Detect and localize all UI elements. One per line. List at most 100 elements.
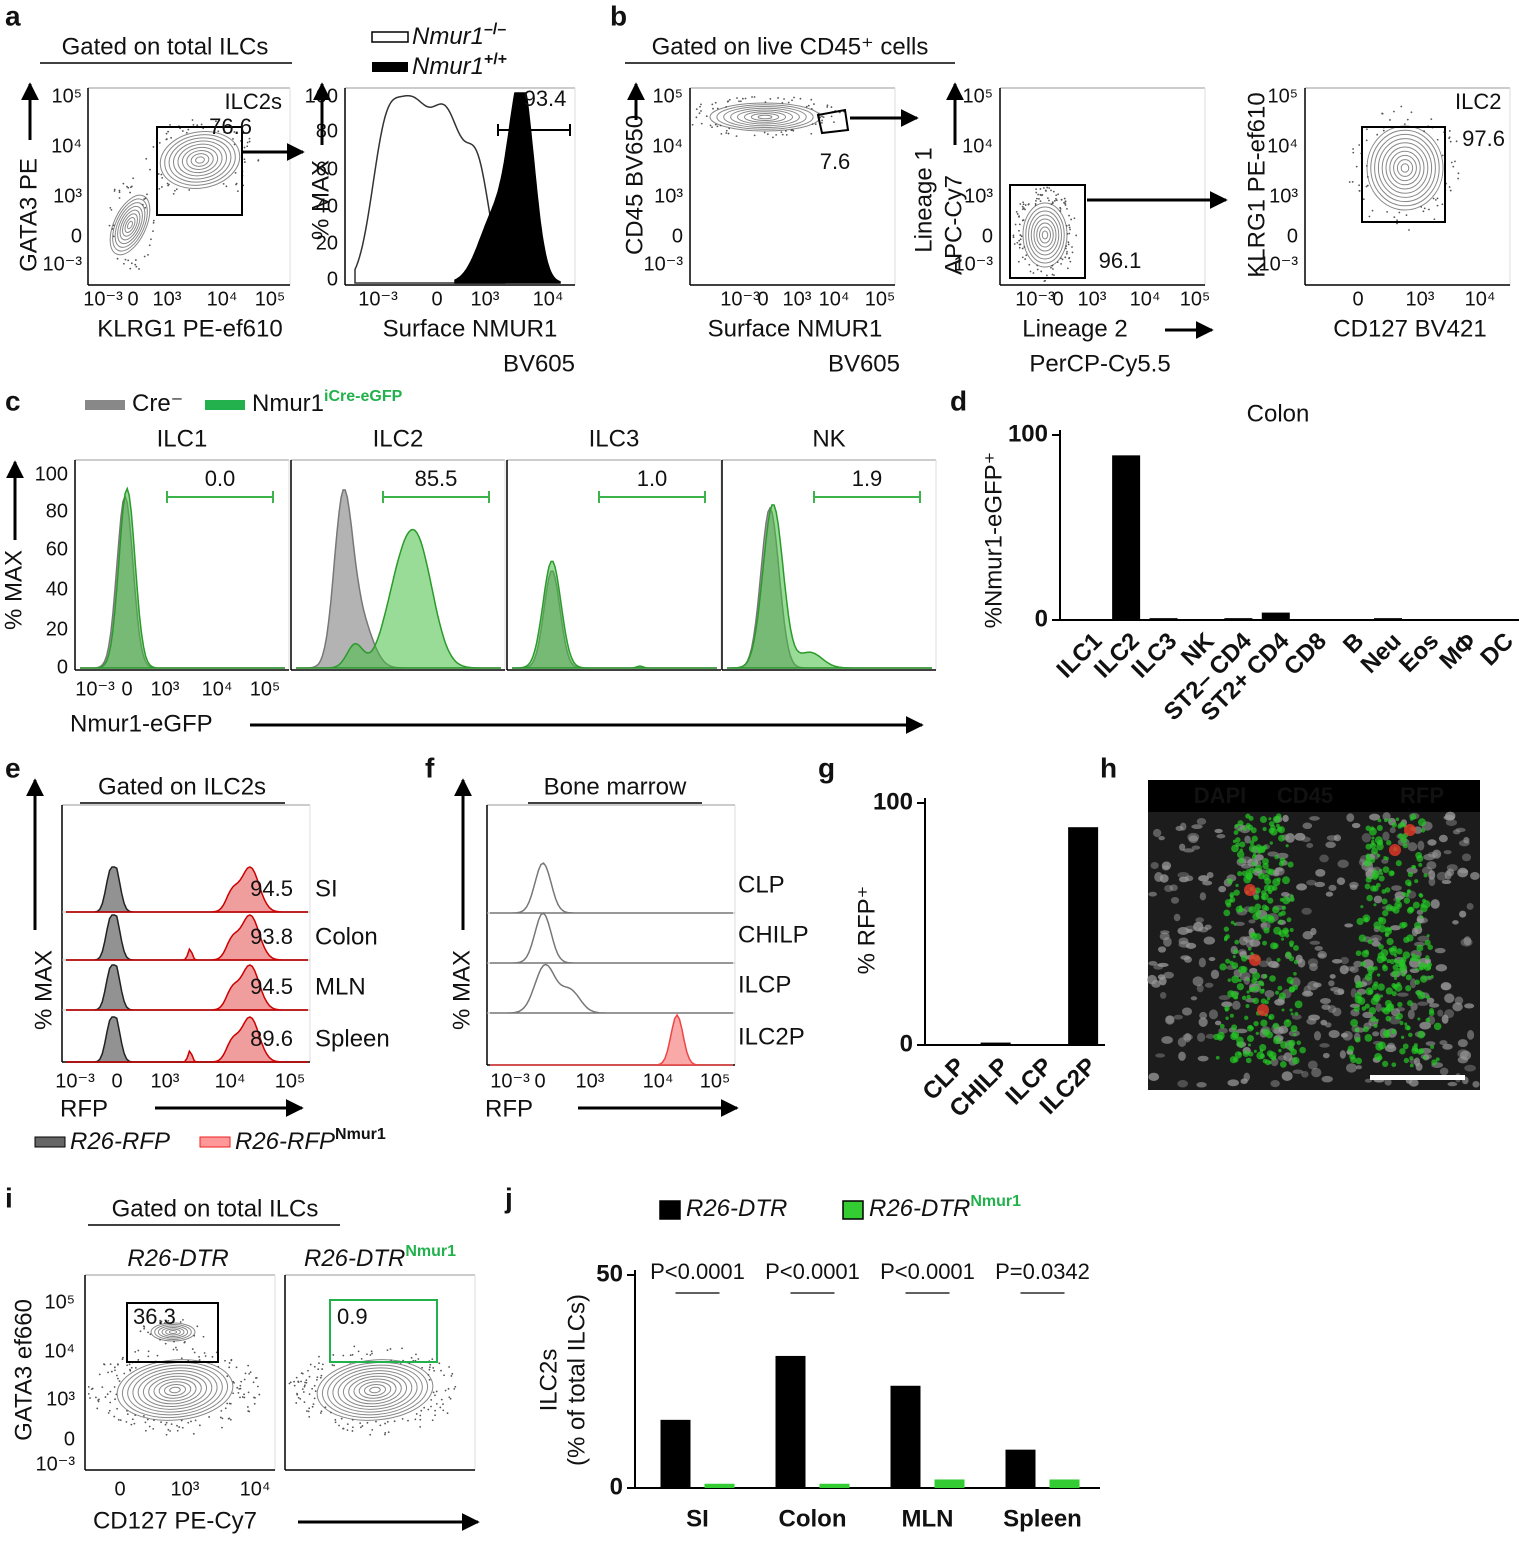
cd45-signal [1236,850,1245,859]
event-dot [1382,129,1385,132]
nucleus [1441,1014,1449,1024]
cd45-signal [1235,883,1239,888]
event-dot [131,1418,134,1421]
cd45-signal [1417,1030,1426,1039]
contour [1033,218,1057,252]
bar [1224,618,1253,620]
cd45-signal [1280,1041,1288,1049]
event-dot [108,224,111,227]
cd45-signal [1223,926,1230,932]
label: Gated on live CD45⁺ cells [652,33,929,60]
cd45-signal [1240,955,1248,962]
nucleus [1369,813,1381,821]
x-tick-label: SI [686,1505,709,1532]
cd45-signal [1258,980,1264,986]
event-dot [753,134,756,137]
label: 0 [757,288,768,310]
nucleus [1417,1001,1429,1006]
cd45-signal [1390,948,1394,952]
nucleus [1414,941,1426,947]
event-dot [243,158,246,161]
label: Colon [315,923,378,950]
nucleus [1274,998,1285,1006]
contour [737,109,793,125]
contour [122,213,138,237]
label: 0 [900,1030,913,1057]
event-dot [116,1407,118,1410]
cd45-signal [1371,836,1375,840]
cd45-signal [1355,1057,1363,1065]
contour [1385,146,1425,190]
cd45-signal [1255,1031,1259,1036]
event-dot [1434,198,1437,201]
event-dot [110,1370,113,1373]
event-dot [820,121,823,124]
cd45-signal [1268,817,1272,821]
contour [348,1375,402,1405]
contour [190,153,210,167]
contour [316,1359,434,1421]
event-dot [1358,189,1361,192]
event-dot [1021,208,1024,211]
cd45-signal [1272,1022,1280,1030]
event-dot [237,1392,240,1394]
label: RFP [60,1095,108,1122]
nucleus [1235,1028,1248,1034]
event-dot [449,1397,452,1400]
cd45-signal [1267,897,1274,904]
label: 0 [71,225,82,247]
cd45-signal [1253,985,1260,992]
event-dot [129,1369,132,1372]
nucleus [1159,992,1167,999]
cd45-signal [1278,912,1283,917]
contour [1393,154,1417,182]
nucleus [1244,835,1251,844]
event-dot [448,1366,450,1368]
event-dot [143,1415,145,1417]
label-text: Nmur1 [412,53,484,80]
histogram [490,862,733,914]
cd45-signal [1246,994,1251,1000]
event-dot [258,1393,261,1396]
event-dot [122,262,125,265]
cd45-signal [1370,1016,1377,1023]
event-dot [1048,199,1050,202]
event-dot [176,1424,178,1427]
event-dot [308,1393,311,1396]
nucleus [1151,979,1161,988]
cd45-signal [1286,917,1292,923]
contour [1028,210,1062,260]
cd45-signal [1282,896,1291,905]
nucleus [1254,854,1264,861]
cd45-signal [1294,1011,1299,1016]
event-dot [316,1379,318,1381]
nucleus [1148,891,1158,897]
event-dot [305,1410,308,1412]
cd45-signal [1259,988,1265,994]
contour [169,1386,181,1394]
cd45-signal [1242,1050,1250,1057]
cd45-signal [1361,1006,1367,1011]
event-dot [118,197,121,199]
event-dot [369,1433,372,1436]
cd45-signal [1402,1043,1409,1050]
legend-swatch [205,400,245,410]
cd45-signal [1406,889,1412,894]
nucleus [1329,974,1336,979]
cd45-signal [1230,920,1235,925]
nucleus [1153,964,1164,970]
event-dot [164,1342,167,1345]
contour [369,1386,381,1394]
cd45-signal [1282,876,1290,885]
event-dot [428,1368,431,1371]
histogram [66,866,308,913]
event-dot [384,1422,386,1425]
event-dot [1038,197,1040,200]
cd45-signal [1238,857,1245,864]
event-dot [160,173,163,176]
event-dot [1059,210,1062,212]
event-dot [1400,105,1403,108]
nucleus [1150,861,1159,870]
nucleus [1296,883,1308,891]
event-dot [1045,274,1048,277]
